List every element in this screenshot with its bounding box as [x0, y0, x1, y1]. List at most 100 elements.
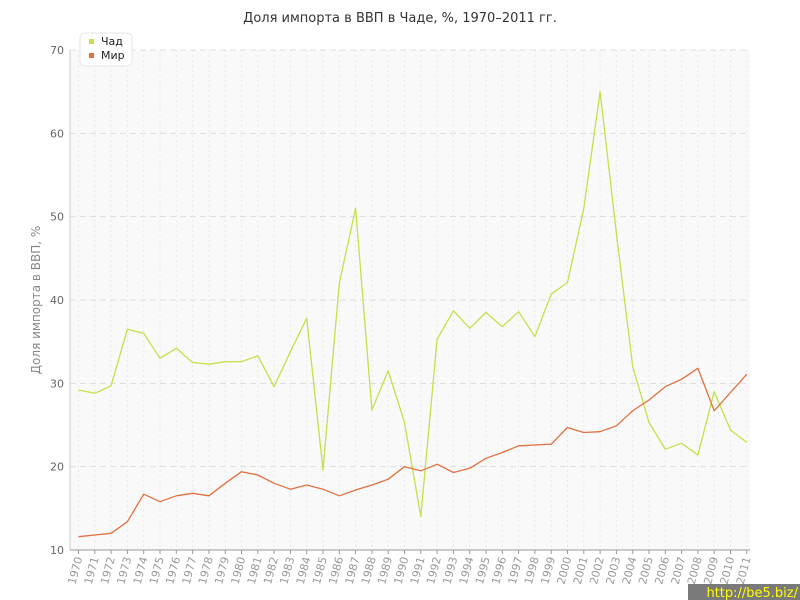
- data-point: [420, 515, 422, 517]
- data-point: [534, 335, 536, 337]
- legend-marker-world: [89, 53, 94, 58]
- y-tick-label: 10: [50, 544, 64, 557]
- data-point: [583, 431, 585, 433]
- data-point: [713, 390, 715, 392]
- data-point: [387, 478, 389, 480]
- data-point: [143, 332, 145, 334]
- data-point: [469, 327, 471, 329]
- data-point: [403, 421, 405, 423]
- data-point: [257, 474, 259, 476]
- data-point: [517, 310, 519, 312]
- y-tick-label: 40: [50, 294, 64, 307]
- data-point: [175, 347, 177, 349]
- watermark-text: http://be5.biz/: [706, 586, 798, 600]
- data-point: [729, 429, 731, 431]
- data-point: [371, 484, 373, 486]
- data-point: [77, 389, 79, 391]
- data-point: [746, 441, 748, 443]
- data-point: [452, 471, 454, 473]
- data-point: [273, 385, 275, 387]
- data-point: [664, 448, 666, 450]
- data-point: [289, 350, 291, 352]
- y-axis-label: Доля импорта в ВВП, %: [29, 226, 43, 375]
- data-point: [501, 451, 503, 453]
- data-point: [697, 454, 699, 456]
- data-point: [110, 385, 112, 387]
- legend-label-world: Мир: [101, 49, 125, 62]
- data-point: [566, 426, 568, 428]
- data-point: [322, 469, 324, 471]
- y-tick-labels: 10 20 30 40 50 60 70: [50, 44, 64, 557]
- data-point: [680, 442, 682, 444]
- data-point: [322, 488, 324, 490]
- series-layer: [77, 90, 748, 538]
- data-point: [648, 421, 650, 423]
- data-point: [289, 488, 291, 490]
- data-point: [615, 232, 617, 234]
- data-point: [224, 482, 226, 484]
- y-tick-label: 20: [50, 461, 64, 474]
- data-point: [224, 360, 226, 362]
- watermark: http://be5.biz/: [688, 584, 800, 600]
- data-point: [550, 443, 552, 445]
- data-point: [208, 363, 210, 365]
- data-point: [240, 360, 242, 362]
- legend-marker-chad: [89, 39, 94, 44]
- data-point: [208, 495, 210, 497]
- data-point: [615, 425, 617, 427]
- data-point: [94, 534, 96, 536]
- data-point: [452, 310, 454, 312]
- data-point: [420, 470, 422, 472]
- legend-label-chad: Чад: [101, 35, 123, 48]
- data-point: [501, 325, 503, 327]
- data-point: [534, 444, 536, 446]
- data-point: [599, 90, 601, 92]
- chart-title: Доля импорта в ВВП в Чаде, %, 1970–2011 …: [243, 11, 557, 26]
- y-tick-label: 50: [50, 211, 64, 224]
- legend: Чад Мир: [79, 32, 133, 67]
- data-point: [729, 391, 731, 393]
- y-tick-label: 60: [50, 127, 64, 140]
- data-point: [485, 457, 487, 459]
- grid-horizontal: [70, 49, 750, 468]
- data-point: [680, 378, 682, 380]
- data-point: [403, 465, 405, 467]
- data-point: [257, 355, 259, 357]
- data-point: [371, 409, 373, 411]
- data-point: [126, 328, 128, 330]
- data-point: [436, 338, 438, 340]
- series-line-world: [78, 367, 748, 538]
- data-point: [632, 410, 634, 412]
- data-point: [632, 365, 634, 367]
- data-point: [713, 410, 715, 412]
- series-line-chad: [78, 91, 748, 518]
- data-point: [126, 520, 128, 522]
- data-point: [566, 281, 568, 283]
- data-point: [648, 399, 650, 401]
- data-point: [273, 482, 275, 484]
- data-point: [159, 357, 161, 359]
- data-point: [77, 535, 79, 537]
- data-point: [354, 207, 356, 209]
- data-point: [583, 207, 585, 209]
- data-point: [94, 392, 96, 394]
- data-point: [143, 493, 145, 495]
- data-point: [191, 492, 193, 494]
- data-point: [485, 311, 487, 313]
- data-point: [517, 445, 519, 447]
- data-point: [306, 317, 308, 319]
- data-point: [240, 470, 242, 472]
- y-tick-label: 70: [50, 44, 64, 57]
- data-point: [664, 385, 666, 387]
- data-point: [354, 489, 356, 491]
- data-point: [436, 463, 438, 465]
- data-point: [746, 373, 748, 375]
- data-point: [338, 282, 340, 284]
- data-point: [110, 532, 112, 534]
- data-point: [550, 293, 552, 295]
- data-point: [387, 370, 389, 372]
- data-point: [191, 361, 193, 363]
- data-point: [159, 500, 161, 502]
- data-point: [306, 484, 308, 486]
